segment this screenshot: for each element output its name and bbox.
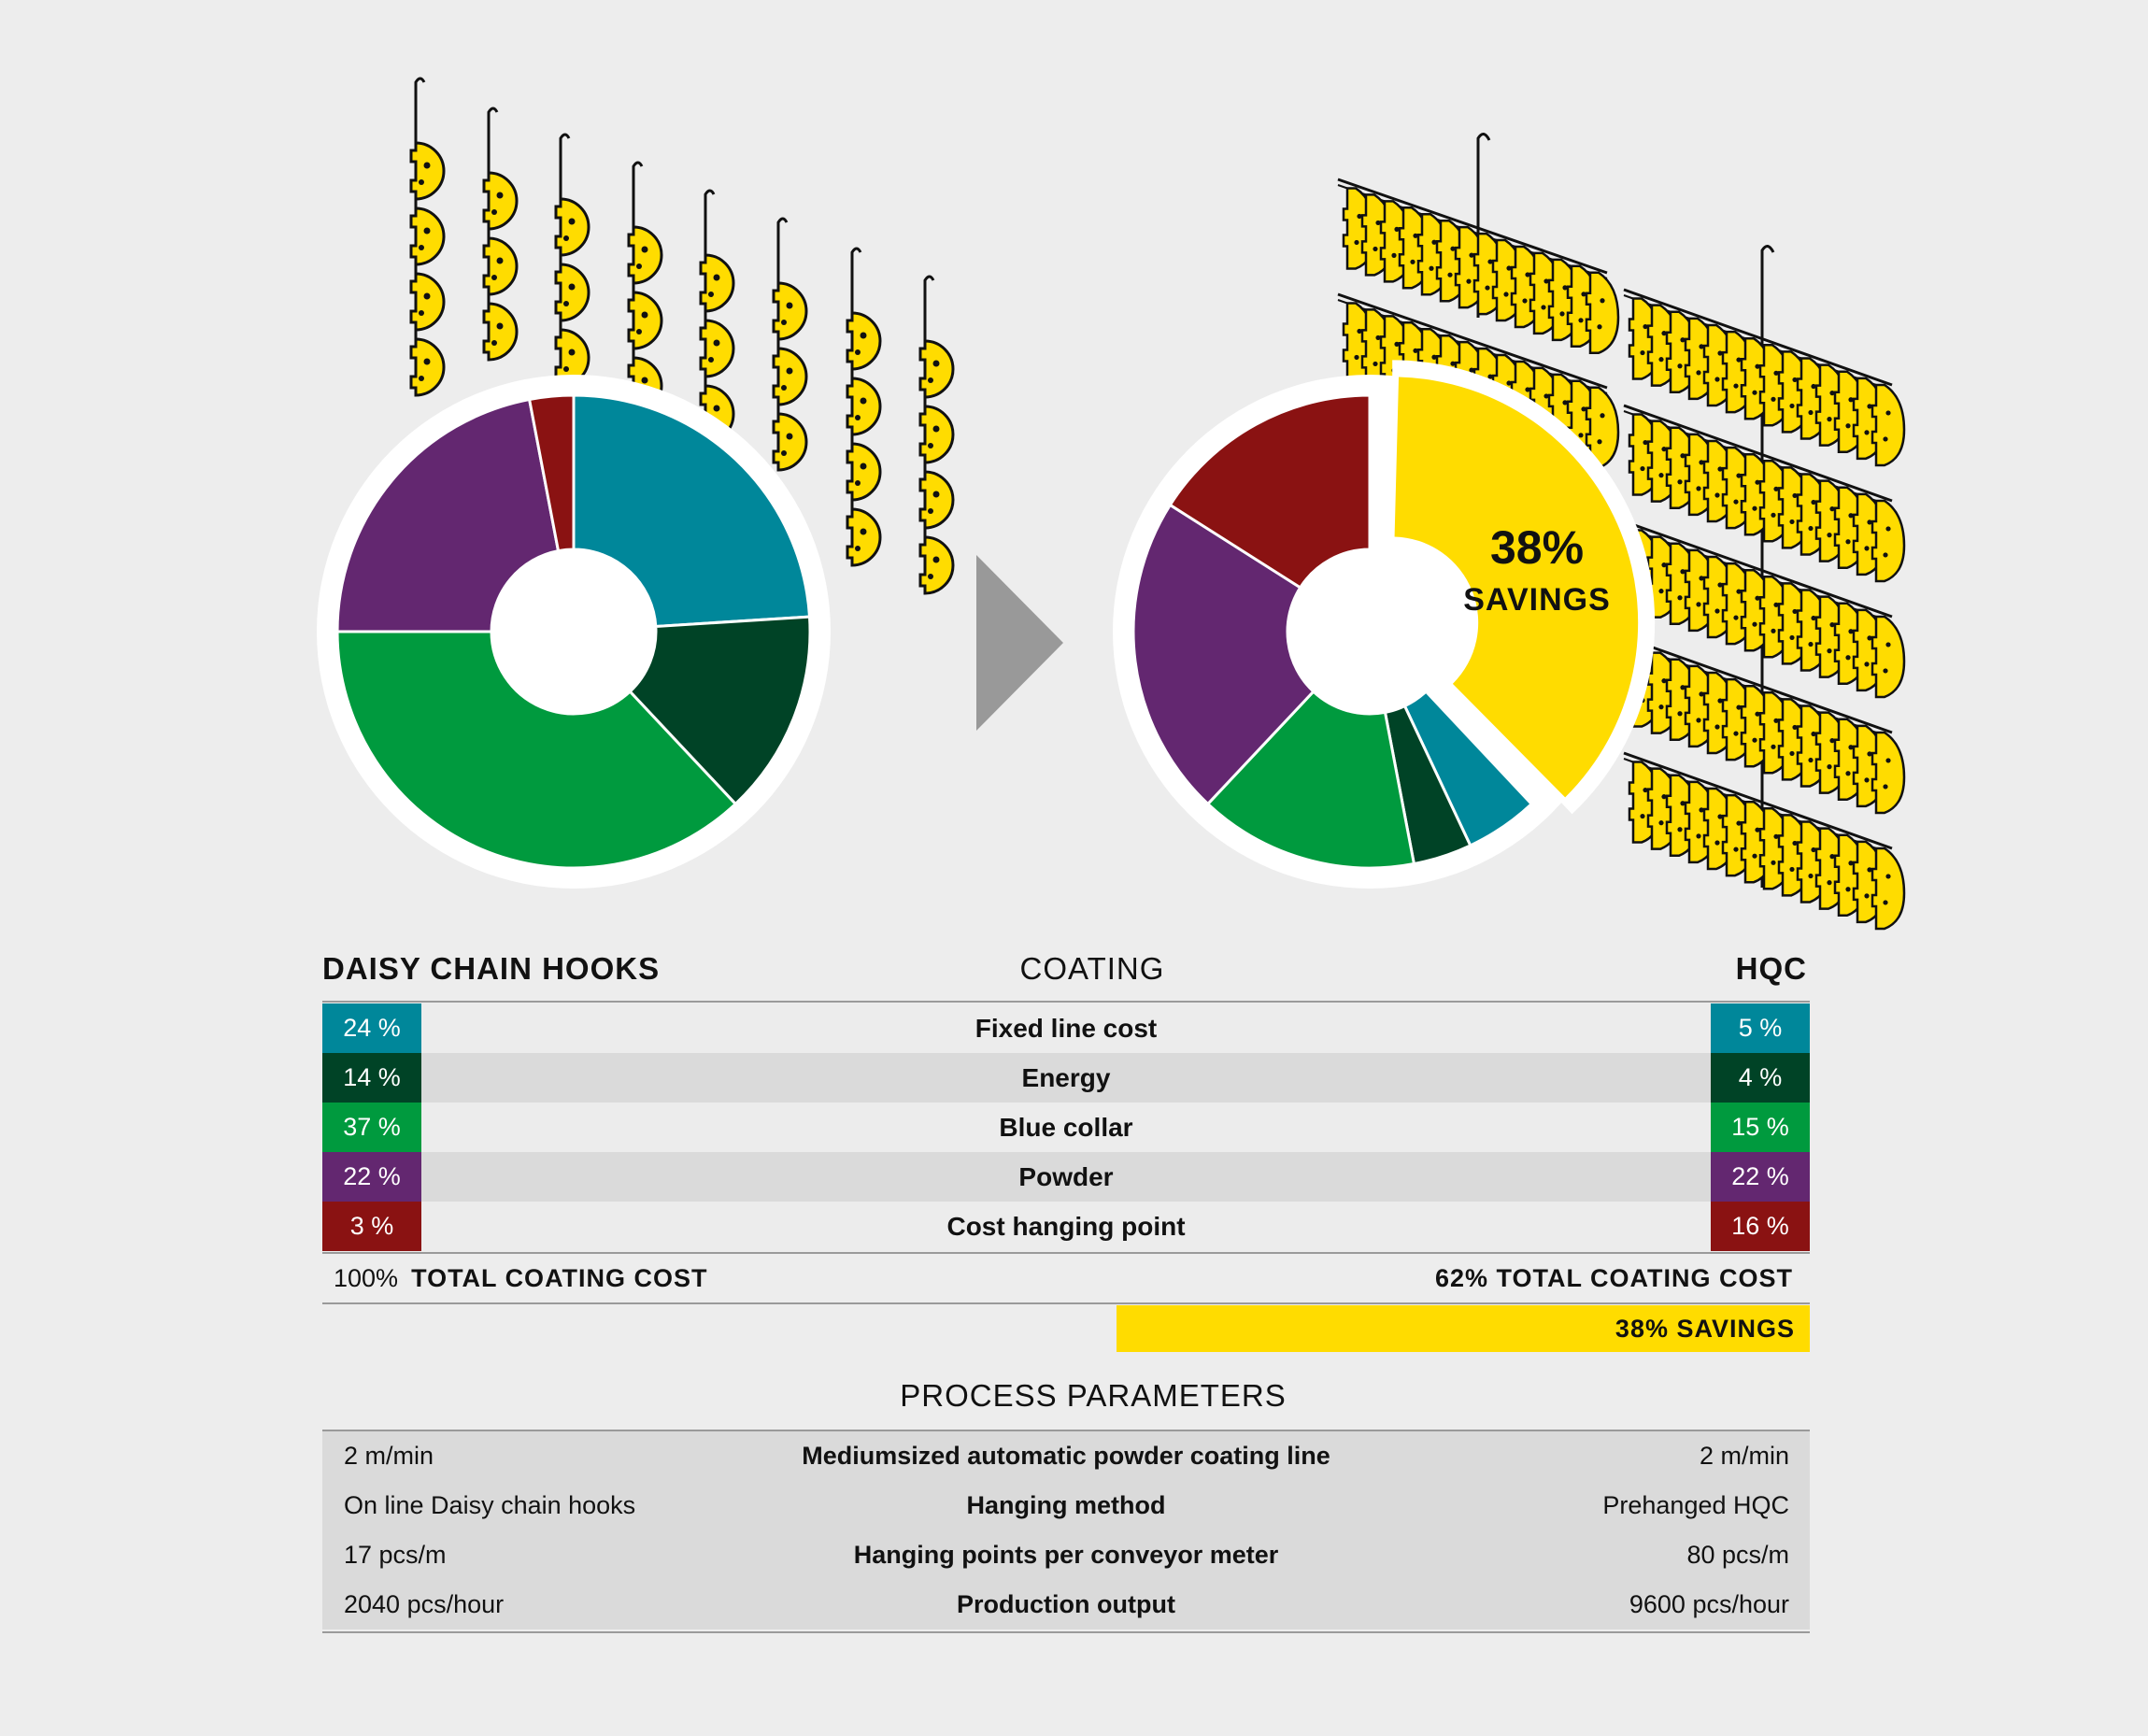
- cost-row: 22 % Powder 22 %: [322, 1152, 1810, 1202]
- cost-left-percent: 37 %: [322, 1103, 421, 1152]
- divider: [322, 1001, 1810, 1003]
- process-label: Production output: [957, 1590, 1175, 1618]
- header-hqc: HQC: [1735, 951, 1807, 986]
- process-row: On line Daisy chain hooks Hanging method P…: [322, 1481, 1810, 1530]
- illustration: 38% SAVINGS: [317, 77, 1906, 931]
- hqc-racks-illustration: [1337, 133, 1906, 931]
- cost-right-percent: 5 %: [1711, 1003, 1810, 1053]
- process-row: 2040 pcs/hour Production output 9600 pcs/h…: [322, 1580, 1810, 1629]
- process-right-value: 2 m/min: [1699, 1442, 1789, 1470]
- cost-right-percent: 4 %: [1711, 1053, 1810, 1103]
- daisy-chain-hooks-illustration: [409, 77, 955, 595]
- process-parameters-title: PROCESS PARAMETERS: [900, 1378, 1287, 1413]
- cost-row: 24 % Fixed line cost 5 %: [322, 1003, 1810, 1053]
- process-left-value: 2040 pcs/hour: [344, 1590, 505, 1618]
- header-daisy-chain-hooks: DAISY CHAIN HOOKS: [322, 951, 661, 986]
- savings-bar: 38% SAVINGS: [1117, 1305, 1810, 1352]
- cost-label: Cost hanging point: [946, 1211, 1186, 1241]
- cost-label: Fixed line cost: [974, 1013, 1158, 1043]
- process-left-value: 17 pcs/m: [344, 1541, 447, 1569]
- cost-left-percent: 14 %: [322, 1053, 421, 1103]
- process-label: Hanging method: [966, 1491, 1166, 1519]
- process-right-value: Prehanged HQC: [1602, 1491, 1789, 1519]
- coating-cost-table: 24 % Fixed line cost 5 % 14 % Energy 4 % 37 % B…: [322, 1003, 1810, 1251]
- divider: [322, 1631, 1810, 1633]
- divider: [322, 1252, 1810, 1254]
- process-right-value: 9600 pcs/hour: [1629, 1590, 1789, 1618]
- total-left-label: TOTAL COATING COST: [411, 1263, 708, 1292]
- cost-left-percent: 3 %: [322, 1202, 421, 1251]
- cost-label: Blue collar: [999, 1112, 1133, 1142]
- cost-left-percent: 24 %: [322, 1003, 421, 1053]
- process-left-value: 2 m/min: [344, 1442, 434, 1470]
- cost-right-percent: 22 %: [1711, 1152, 1810, 1202]
- cost-right-percent: 15 %: [1711, 1103, 1810, 1152]
- cost-row: 14 % Energy 4 %: [322, 1053, 1810, 1103]
- process-row: 2 m/min Mediumsized automatic powder coat…: [322, 1431, 1810, 1481]
- cost-label: Powder: [1018, 1161, 1114, 1191]
- pie-hqc: [1113, 360, 1656, 889]
- process-label: Hanging points per conveyor meter: [853, 1541, 1279, 1569]
- arrow-icon: [976, 555, 1063, 731]
- cost-row: 37 % Blue collar 15 %: [322, 1103, 1810, 1152]
- cost-row: 3 % Cost hanging point 16 %: [322, 1202, 1810, 1251]
- divider: [322, 1302, 1810, 1304]
- total-left-value: 100%: [334, 1263, 399, 1292]
- savings-label: SAVINGS: [1463, 582, 1611, 618]
- divider: [322, 1430, 1810, 1431]
- pie-daisy-chain-hooks: [317, 375, 831, 889]
- savings-bar-label: 38% SAVINGS: [1615, 1314, 1795, 1343]
- total-row: 100% TOTAL COATING COST 62% TOTAL COATIN…: [322, 1254, 1810, 1302]
- pie2-slice-savings: [1394, 377, 1639, 798]
- cost-left-percent: 22 %: [322, 1152, 421, 1202]
- savings-percent: 38%: [1490, 521, 1584, 574]
- cost-label: Energy: [1021, 1062, 1111, 1092]
- process-right-value: 80 pcs/m: [1686, 1541, 1789, 1569]
- total-right: 62% TOTAL COATING COST: [1434, 1263, 1793, 1292]
- cost-right-percent: 16 %: [1711, 1202, 1810, 1251]
- process-left-value: On line Daisy chain hooks: [344, 1491, 636, 1519]
- process-label: Mediumsized automatic powder coating lin…: [802, 1442, 1330, 1470]
- process-row: 17 pcs/m Hanging points per conveyor mete…: [322, 1530, 1810, 1580]
- process-parameters-table: 2 m/min Mediumsized automatic powder coat…: [322, 1431, 1810, 1629]
